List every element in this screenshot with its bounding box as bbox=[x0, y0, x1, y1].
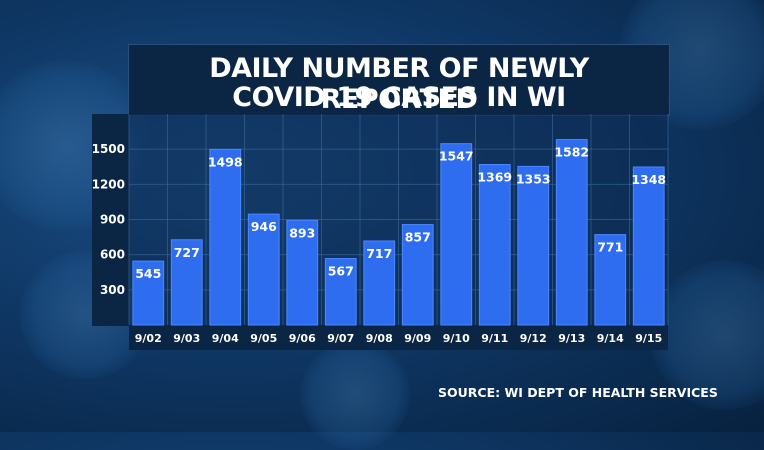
x-tick-label: 9/02 bbox=[135, 332, 162, 345]
bar-value-label: 545 bbox=[135, 266, 161, 281]
bar bbox=[363, 240, 396, 326]
x-tick-label: 9/09 bbox=[404, 332, 431, 345]
x-axis-panel bbox=[129, 325, 668, 350]
chart-title-box: DAILY NUMBER OF NEWLY REPORTED COVID-19 … bbox=[128, 44, 670, 116]
bar bbox=[594, 234, 627, 326]
bar-value-label: 1582 bbox=[554, 145, 589, 160]
x-tick-label: 9/05 bbox=[250, 332, 277, 345]
x-tick-label: 9/03 bbox=[173, 332, 200, 345]
y-axis-panel bbox=[92, 114, 129, 326]
bar bbox=[517, 165, 550, 326]
y-tick-label: 900 bbox=[100, 213, 125, 227]
x-tick-label: 9/06 bbox=[289, 332, 316, 345]
bar-value-label: 857 bbox=[405, 230, 431, 245]
x-tick-label: 9/14 bbox=[597, 332, 624, 345]
y-tick-label: 1500 bbox=[92, 142, 125, 156]
bar-value-label: 1369 bbox=[477, 170, 512, 185]
bar bbox=[247, 213, 280, 326]
bar bbox=[209, 148, 242, 326]
bar-value-label: 893 bbox=[289, 225, 315, 240]
bar-value-label: 727 bbox=[174, 245, 200, 260]
bar-value-label: 1353 bbox=[516, 171, 551, 186]
bar bbox=[401, 224, 434, 326]
bar bbox=[286, 219, 319, 326]
x-tick-label: 9/13 bbox=[558, 332, 585, 345]
bar bbox=[132, 260, 165, 326]
x-tick-label: 9/07 bbox=[327, 332, 354, 345]
bar bbox=[555, 139, 588, 326]
source-credit: SOURCE: WI DEPT OF HEALTH SERVICES bbox=[438, 385, 718, 400]
y-tick-label: 1200 bbox=[92, 177, 125, 191]
bar bbox=[478, 164, 511, 326]
bar-value-label: 717 bbox=[366, 246, 392, 261]
bar-value-label: 567 bbox=[328, 264, 354, 279]
bar bbox=[440, 143, 473, 326]
chart-title-line-1: DAILY NUMBER OF NEWLY REPORTED bbox=[209, 53, 589, 115]
bar bbox=[632, 166, 665, 326]
bar bbox=[324, 258, 357, 326]
bar-value-label: 1348 bbox=[631, 172, 666, 187]
x-tick-label: 9/08 bbox=[366, 332, 393, 345]
background-virus-4 bbox=[650, 260, 764, 410]
chart-title-line-2: COVID-19 CASES IN WI bbox=[232, 82, 566, 113]
x-tick-label: 9/12 bbox=[520, 332, 547, 345]
bar bbox=[170, 239, 203, 326]
x-tick-label: 9/04 bbox=[212, 332, 239, 345]
bar-value-label: 946 bbox=[251, 219, 277, 234]
x-tick-label: 9/11 bbox=[481, 332, 508, 345]
x-tick-label: 9/15 bbox=[635, 332, 662, 345]
bar-chart: 300 600 900 1200 1500 545 9/02 727 9/03 1498 9/04 9… bbox=[92, 114, 669, 345]
x-tick-label: 9/10 bbox=[443, 332, 470, 345]
bar-value-label: 771 bbox=[597, 240, 623, 255]
bar-value-label: 1498 bbox=[208, 154, 243, 169]
bar-value-label: 1547 bbox=[439, 149, 474, 164]
y-tick-label: 300 bbox=[100, 283, 125, 297]
y-tick-label: 600 bbox=[100, 248, 125, 262]
